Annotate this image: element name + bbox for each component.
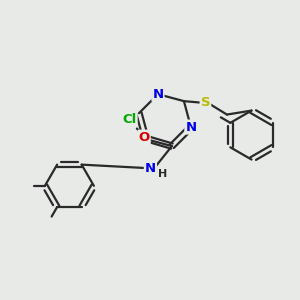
Text: N: N <box>185 121 197 134</box>
Text: S: S <box>201 96 210 109</box>
Text: H: H <box>158 169 167 179</box>
Text: N: N <box>145 162 156 175</box>
Text: N: N <box>152 88 164 101</box>
Text: Cl: Cl <box>122 113 136 126</box>
Text: O: O <box>139 130 150 144</box>
